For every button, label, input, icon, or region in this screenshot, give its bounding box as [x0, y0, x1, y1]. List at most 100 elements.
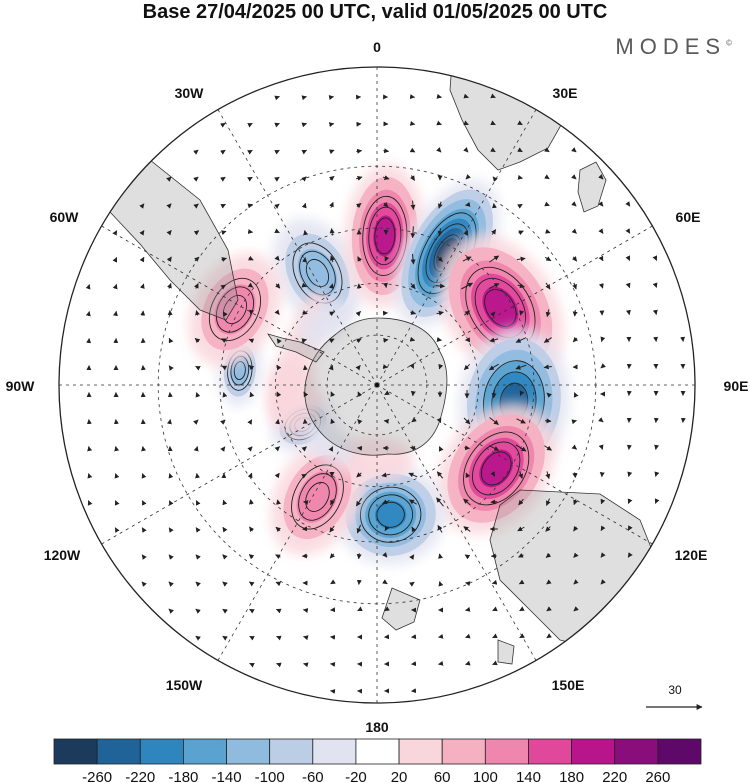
wind-vector — [436, 147, 442, 153]
wind-vector — [328, 149, 335, 155]
anomaly-pos-ross — [334, 436, 415, 481]
anomaly-pos-samerica-60w — [188, 252, 282, 367]
wind-vector — [248, 364, 255, 371]
wind-vector — [465, 606, 471, 612]
wind-vector — [598, 201, 604, 207]
map-boundary — [58, 66, 696, 704]
wind-vector — [464, 554, 471, 560]
wind-vector — [222, 635, 228, 641]
wind-vector — [302, 608, 309, 613]
wind-vector — [627, 525, 633, 531]
wind-vector — [114, 527, 120, 533]
wind-vector — [329, 255, 335, 263]
wind-vector — [491, 579, 498, 585]
wind-vector — [329, 553, 335, 559]
wind-vector — [222, 311, 228, 317]
wind-vector — [247, 446, 253, 452]
wind-vector — [193, 283, 199, 289]
wind-vector — [573, 552, 579, 558]
wind-vector — [301, 122, 308, 128]
wind-vector — [437, 228, 443, 237]
wind-vector — [519, 390, 525, 397]
wind-vector — [654, 444, 660, 450]
wind-vector — [303, 391, 309, 398]
wind-vector — [571, 228, 577, 234]
colorbar-swatch — [441, 738, 486, 765]
wind-vector — [572, 336, 579, 343]
colorbar: -260 -220 -180 -140 -100 -60 -20 20 60 100 140 180 2… — [53, 738, 702, 783]
anomaly-contour — [374, 217, 396, 255]
wind-vector — [85, 311, 91, 317]
wind-vector — [382, 499, 390, 505]
wind-vector — [357, 391, 363, 397]
anomaly-level — [296, 471, 339, 523]
wind-vector — [301, 95, 307, 101]
wind-vector — [274, 149, 280, 155]
wind-vector — [598, 444, 604, 450]
wind-vector — [545, 526, 551, 532]
wind-vector — [195, 473, 201, 479]
wind-vector — [573, 606, 579, 612]
wind-vector — [85, 284, 91, 290]
colorbar-tick-label: -220 — [125, 769, 155, 783]
wind-vector — [357, 256, 363, 262]
wind-vector — [247, 419, 253, 425]
wind-vector — [546, 606, 552, 612]
wind-vector — [247, 203, 253, 209]
anomaly-contour — [299, 250, 336, 296]
wind-vector — [384, 255, 390, 262]
colorbar-swatch — [528, 738, 573, 765]
wind-vector — [112, 257, 118, 263]
anomaly-neg-weddell — [299, 299, 351, 347]
wind-vector — [517, 174, 523, 180]
wind-vector — [222, 526, 228, 533]
wind-vector — [220, 122, 226, 128]
wind-vector — [625, 201, 631, 207]
colorbar-swatch — [484, 738, 529, 765]
wind-vector — [329, 201, 334, 208]
wind-vector — [518, 498, 524, 506]
wind-vector — [598, 255, 604, 262]
wind-vector — [355, 497, 363, 507]
colorbar-tick-label: 20 — [391, 769, 408, 783]
wind-vector — [384, 525, 390, 532]
wind-vector — [516, 256, 526, 262]
wind-vector — [274, 446, 280, 452]
wind-vector — [517, 283, 525, 289]
south-pole-dot — [374, 382, 380, 388]
wind-vector — [518, 471, 524, 479]
wind-vector — [435, 283, 446, 289]
wind-vectors — [85, 93, 686, 694]
colorbar-swatch — [226, 738, 271, 765]
wind-vector — [301, 338, 307, 344]
wind-vector — [410, 226, 416, 239]
wind-vector — [221, 365, 228, 371]
colorbar-swatch — [571, 738, 616, 765]
wind-vector — [573, 392, 579, 398]
wind-vector — [546, 633, 552, 639]
wind-vector — [274, 255, 280, 261]
wind-vector — [411, 417, 417, 423]
wind-vector — [166, 176, 172, 182]
anomaly-pos-atlantic-0 — [344, 163, 425, 308]
wind-vector — [193, 149, 199, 155]
wind-vector — [274, 203, 280, 209]
wind-vector — [517, 147, 523, 153]
wind-vector — [488, 363, 499, 371]
wind-vector — [625, 255, 631, 261]
wind-vector — [384, 390, 390, 396]
wind-vector — [491, 390, 497, 399]
wind-vector — [437, 525, 443, 533]
wind-vector — [87, 500, 93, 506]
wind-vector — [112, 283, 118, 290]
wind-vector — [193, 230, 200, 236]
wind-vector — [195, 365, 201, 371]
lon-label-90e: 90E — [724, 378, 749, 394]
wind-vector — [355, 365, 361, 371]
wind-vector — [139, 256, 145, 263]
colorbar-tick-label: 180 — [559, 769, 584, 783]
wind-vector — [87, 446, 93, 452]
wind-vector — [409, 147, 416, 153]
wind-vector — [543, 337, 552, 343]
wind-vector — [515, 364, 527, 370]
